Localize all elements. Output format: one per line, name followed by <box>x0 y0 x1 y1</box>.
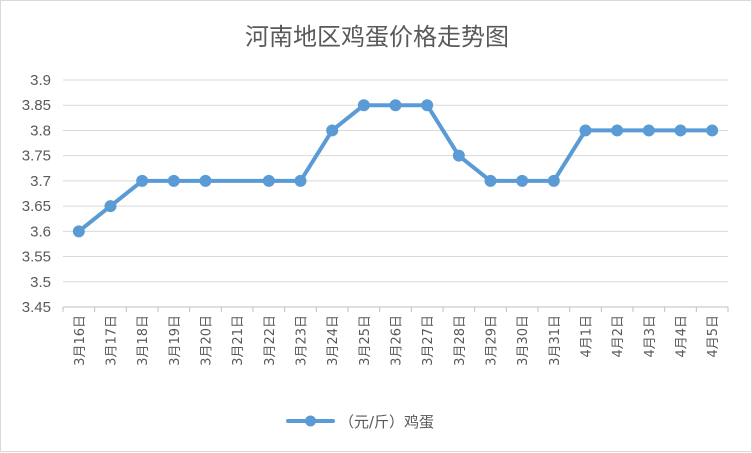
y-axis-ticks: 3.45 3.5 3.55 3.6 3.65 3.7 3.75 3.8 3.85 3.9 <box>22 72 51 316</box>
x-axis: 3月16日 3月17日 3月18日 3月19日 3月20日 3月21日 3月22日 3月23日… <box>62 306 729 366</box>
data-point <box>547 174 560 187</box>
y-tick-label: 3.6 <box>30 223 51 240</box>
y-tick-label: 3.9 <box>30 72 51 89</box>
x-tick-label: 4月2日 <box>611 315 626 358</box>
x-tick-label: 3月29日 <box>485 315 500 366</box>
y-tick-label: 3.55 <box>22 249 51 266</box>
data-point <box>421 99 434 112</box>
x-tick-label: 3月16日 <box>73 315 88 366</box>
x-tick-label: 3月23日 <box>295 315 310 366</box>
legend-label: （元/斤）鸡蛋 <box>339 413 434 431</box>
x-tick-label: 3月17日 <box>105 315 120 366</box>
data-point <box>294 174 307 187</box>
y-tick-label: 3.75 <box>22 148 51 165</box>
data-point <box>674 124 687 137</box>
data-point <box>611 124 624 137</box>
series-layer <box>72 99 719 238</box>
y-tick-label: 3.7 <box>30 173 51 190</box>
data-point <box>326 124 339 137</box>
x-tick-label: 4月1日 <box>580 315 595 358</box>
data-point <box>136 174 149 187</box>
y-tick-label: 3.85 <box>22 97 51 114</box>
y-tick-label: 3.8 <box>30 122 51 139</box>
x-tick-label: 3月25日 <box>358 315 373 366</box>
data-point <box>104 200 117 213</box>
data-point <box>516 174 529 187</box>
x-tick-label: 3月20日 <box>200 315 215 366</box>
data-point <box>642 124 655 137</box>
y-tick-label: 3.45 <box>22 299 51 316</box>
data-point <box>72 225 85 238</box>
legend-marker <box>305 415 316 427</box>
x-tick-label: 4月3日 <box>643 315 658 358</box>
data-point <box>262 174 275 187</box>
data-point <box>357 99 370 112</box>
x-tick-label: 3月24日 <box>326 315 341 366</box>
x-tick-label: 3月21日 <box>231 315 246 366</box>
legend: （元/斤）鸡蛋 <box>286 413 434 431</box>
y-tick-label: 3.5 <box>30 274 51 291</box>
y-tick-label: 3.65 <box>22 198 51 215</box>
x-tick-label: 3月22日 <box>263 315 278 366</box>
gridlines <box>63 79 728 308</box>
data-point <box>167 174 180 187</box>
x-tick-label: 4月5日 <box>706 315 721 358</box>
data-point <box>706 124 719 137</box>
x-tick-label: 3月19日 <box>168 315 183 366</box>
data-point <box>199 174 212 187</box>
data-point <box>452 149 465 162</box>
data-point <box>579 124 592 137</box>
x-tick-label: 3月31日 <box>548 315 563 366</box>
x-tick-label: 3月30日 <box>516 315 531 366</box>
x-tick-label: 3月27日 <box>421 315 436 366</box>
chart-title: 河南地区鸡蛋价格走势图 <box>245 23 509 51</box>
x-tick-label: 3月28日 <box>453 315 468 366</box>
x-tick-label: 3月18日 <box>136 315 151 366</box>
data-point <box>484 174 497 187</box>
series-line <box>76 103 715 234</box>
x-tick-label: 4月4日 <box>675 315 690 358</box>
x-tick-label: 3月26日 <box>390 315 405 366</box>
data-point <box>389 99 402 112</box>
